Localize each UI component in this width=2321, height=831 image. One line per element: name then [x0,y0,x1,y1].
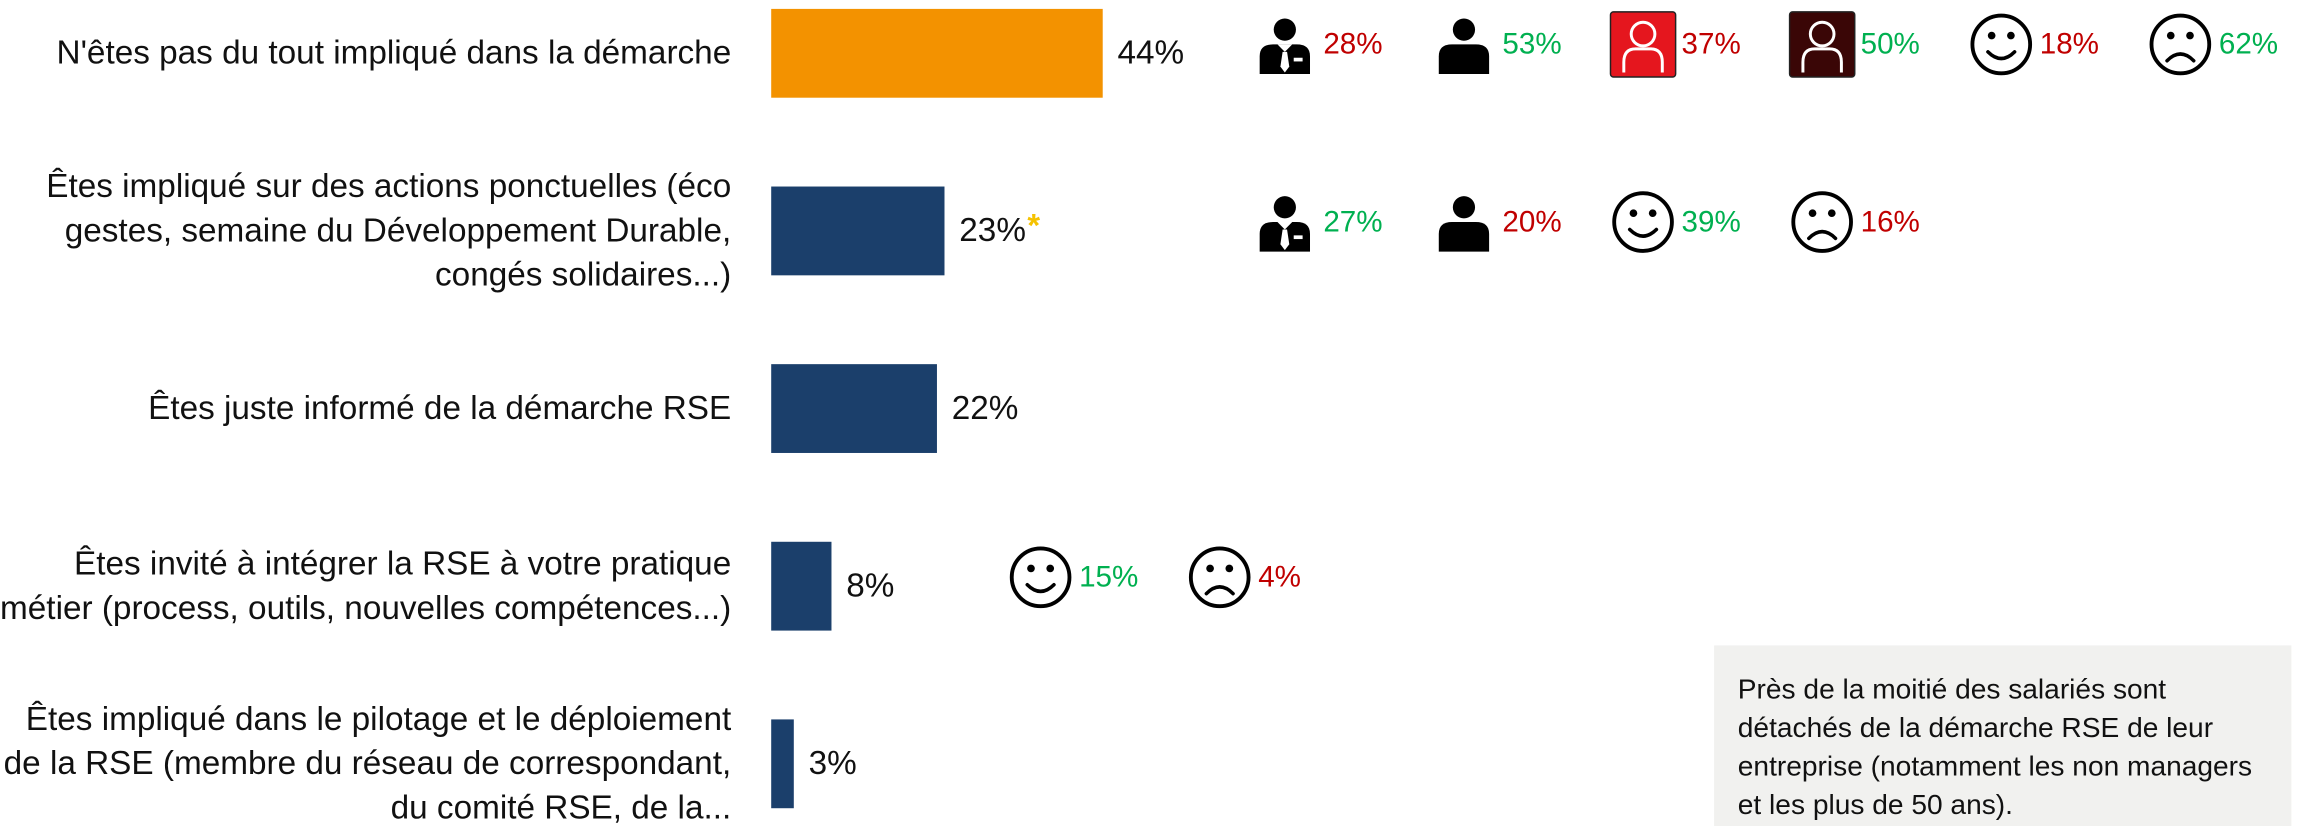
icon-mouth [1627,227,1659,238]
icon-eye [1808,209,1817,218]
icon-mouth [1807,229,1838,241]
icon-collar [1277,222,1293,230]
icon-head [1808,20,1836,48]
segment-icon [1970,13,2033,76]
icon-tie [1280,229,1290,251]
icon-face [1612,191,1674,253]
icon-head [1452,196,1476,219]
category-container: Êtes impliqué sur des actions ponctuelle… [0,142,731,320]
icon-mouth [1204,585,1235,596]
bar [771,8,1103,98]
icon-mouth [2165,52,2196,63]
category-label: N'êtes pas du tout impliqué dans la déma… [0,0,732,142]
segment-label: 28% [1323,28,1382,61]
icon-eye [1027,564,1035,573]
icon-pocket [1293,57,1303,62]
category-container: Êtes impliqué dans le pilotage et le dép… [0,675,732,831]
segment-label: 50% [1861,28,1920,61]
value-label: 44% [1118,35,1185,72]
category-text: Êtes juste informé de la démarche RSE [148,389,732,427]
segment-icon [1259,196,1311,252]
icon-tie [1280,51,1290,73]
segment-label: 4% [1258,561,1301,594]
segment-icon [1788,11,1856,78]
note-container: Près de la moitié des salariés sont déta… [1737,675,2253,822]
segment-label: 18% [2040,28,2099,61]
segment-label: 15% [1079,561,1138,594]
category-text: Êtes impliqué sur des actions ponctuelle… [46,167,732,294]
segment-icon [1009,546,1072,609]
icon-face [1791,191,1853,253]
icon-eye [2186,31,2194,40]
note: Près de la moitié des salariés sont déta… [1737,675,2253,822]
icon-pocket [1293,235,1303,240]
bar [771,719,794,809]
bar [771,364,937,453]
segment-icon [1438,196,1490,252]
value-label: 8% [846,567,894,604]
note-box [1714,645,2292,831]
segment-label: 62% [2219,28,2278,61]
icon-eye [1987,31,1996,40]
category-container: N'êtes pas du tout impliqué dans la déma… [0,0,732,142]
segment-label: 16% [1861,205,1920,238]
icon-head [1629,20,1657,48]
icon-body [1438,222,1490,252]
icon-face [1009,546,1072,609]
value-label: 22% [952,390,1019,427]
segment-icon [1259,18,1311,75]
icon-eye [1046,564,1055,573]
icon-eye [1648,209,1657,218]
icon-face [1188,546,1251,609]
icon-body [1438,44,1490,75]
segment-label: 20% [1502,205,1561,238]
icon-eye [2007,31,2015,40]
icon-head [1273,196,1296,219]
bar [771,541,832,631]
icon-body [1622,47,1664,73]
icon-eye [2166,31,2175,40]
icon-face [1970,13,2033,76]
category-container: Êtes juste informé de la démarche RSE [0,320,731,498]
icon-eye [1827,209,1836,218]
category-label: Êtes impliqué sur des actions ponctuelle… [0,142,731,320]
category-container: Êtes invité à intégrer la RSE à votre pr… [0,497,731,675]
icon-face [2149,13,2212,76]
segment-icon [1612,191,1674,253]
icon-head [1452,18,1476,41]
category-text: N'êtes pas du tout impliqué dans la déma… [56,34,732,72]
icon-eye [1629,209,1638,218]
icon-eye [1225,564,1234,573]
value-label: 3% [809,745,857,782]
icon-mouth [1025,582,1056,594]
segment-label: 37% [1682,28,1741,61]
value-label: 23% [959,212,1026,249]
segment-icon [2149,13,2212,76]
icon-head [1273,18,1296,41]
segment-label: 53% [1502,28,1561,61]
icon-eye [1206,564,1214,573]
icon-body [1801,47,1843,73]
segment-label: 39% [1682,205,1741,238]
category-label: Êtes invité à intégrer la RSE à votre pr… [0,497,731,675]
segment-label: 27% [1323,205,1382,238]
category-text: Êtes invité à intégrer la RSE à votre pr… [0,544,732,627]
segment-icon [1791,191,1853,253]
category-text: Êtes impliqué dans le pilotage et le dép… [3,700,732,826]
category-label: Êtes impliqué dans le pilotage et le dép… [0,675,732,831]
annotation: * [1027,208,1040,244]
bar [771,186,945,276]
segment-icon [1438,18,1490,75]
segment-icon [1188,546,1251,609]
segment-icon [1609,11,1677,78]
category-label: Êtes juste informé de la démarche RSE [0,320,731,498]
icon-collar [1277,44,1293,52]
icon-mouth [1986,50,2017,61]
